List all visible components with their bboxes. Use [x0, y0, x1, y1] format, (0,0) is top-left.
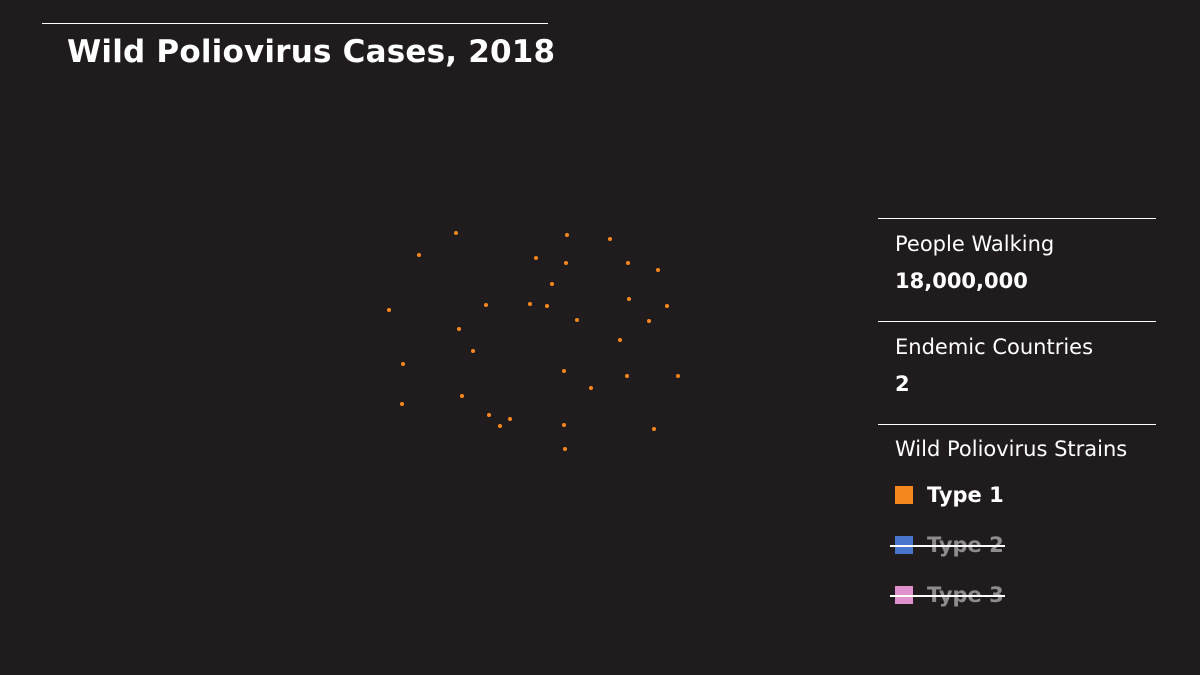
legend-heading: Wild Poliovirus Strains — [895, 437, 1128, 461]
case-dot — [626, 261, 630, 265]
case-dot — [575, 318, 579, 322]
case-dot — [454, 231, 458, 235]
case-dot — [387, 308, 391, 312]
strikethrough-line — [890, 595, 1005, 597]
endemic-countries-value: 2 — [895, 372, 910, 396]
case-dot — [534, 256, 538, 260]
case-dot — [564, 261, 568, 265]
divider — [878, 321, 1156, 322]
people-walking-label: People Walking — [895, 232, 1055, 256]
case-dot — [627, 297, 631, 301]
case-dot — [528, 302, 532, 306]
legend-label: Type 1 — [927, 483, 1004, 507]
divider — [878, 218, 1156, 219]
strikethrough-line — [890, 545, 1005, 547]
legend-item-type-2[interactable]: Type 2 — [890, 529, 1156, 561]
legend-item-type-1[interactable]: Type 1 — [895, 479, 1156, 511]
case-dot — [508, 417, 512, 421]
case-dot — [589, 386, 593, 390]
case-dot — [562, 423, 566, 427]
case-dot — [484, 303, 488, 307]
title-rule — [42, 23, 548, 24]
case-dot — [676, 374, 680, 378]
case-dot — [401, 362, 405, 366]
case-dot — [563, 447, 567, 451]
case-dot — [647, 319, 651, 323]
type-1-swatch — [895, 486, 913, 504]
case-dot — [665, 304, 669, 308]
chart-title: Wild Poliovirus Cases, 2018 — [67, 34, 556, 70]
case-dot — [562, 369, 566, 373]
case-dot — [652, 427, 656, 431]
case-dot — [545, 304, 549, 308]
case-dot — [625, 374, 629, 378]
case-dot — [656, 268, 660, 272]
endemic-countries-label: Endemic Countries — [895, 335, 1094, 359]
case-dot — [565, 233, 569, 237]
people-walking-value: 18,000,000 — [895, 269, 1028, 293]
case-dot — [550, 282, 554, 286]
case-dot — [457, 327, 461, 331]
case-dot — [498, 424, 502, 428]
info-panel: People Walking 18,000,000 Endemic Countr… — [878, 218, 1156, 611]
case-dot — [618, 338, 622, 342]
case-dot — [400, 402, 404, 406]
case-dot — [608, 237, 612, 241]
case-dot — [460, 394, 464, 398]
legend-item-type-3[interactable]: Type 3 — [890, 579, 1156, 611]
case-dot — [471, 349, 475, 353]
case-dot — [417, 253, 421, 257]
divider — [878, 424, 1156, 425]
case-dot — [487, 413, 491, 417]
